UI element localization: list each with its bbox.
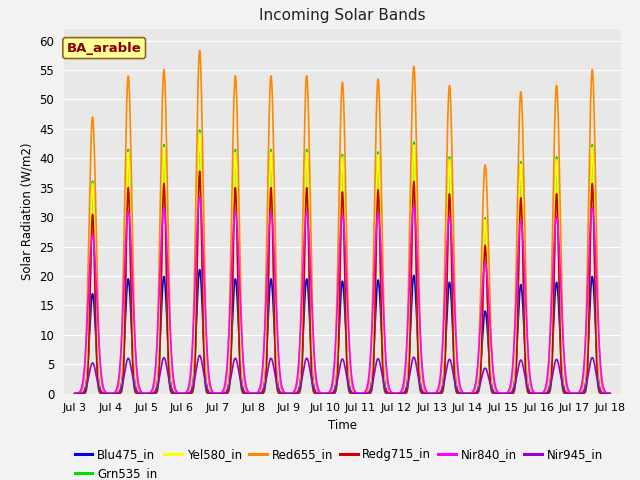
Text: BA_arable: BA_arable: [67, 42, 141, 55]
X-axis label: Time: Time: [328, 419, 357, 432]
Y-axis label: Solar Radiation (W/m2): Solar Radiation (W/m2): [21, 143, 34, 280]
Title: Incoming Solar Bands: Incoming Solar Bands: [259, 9, 426, 24]
Legend: Blu475_in, Grn535_in, Yel580_in, Red655_in, Redg715_in, Nir840_in, Nir945_in: Blu475_in, Grn535_in, Yel580_in, Red655_…: [70, 443, 607, 480]
